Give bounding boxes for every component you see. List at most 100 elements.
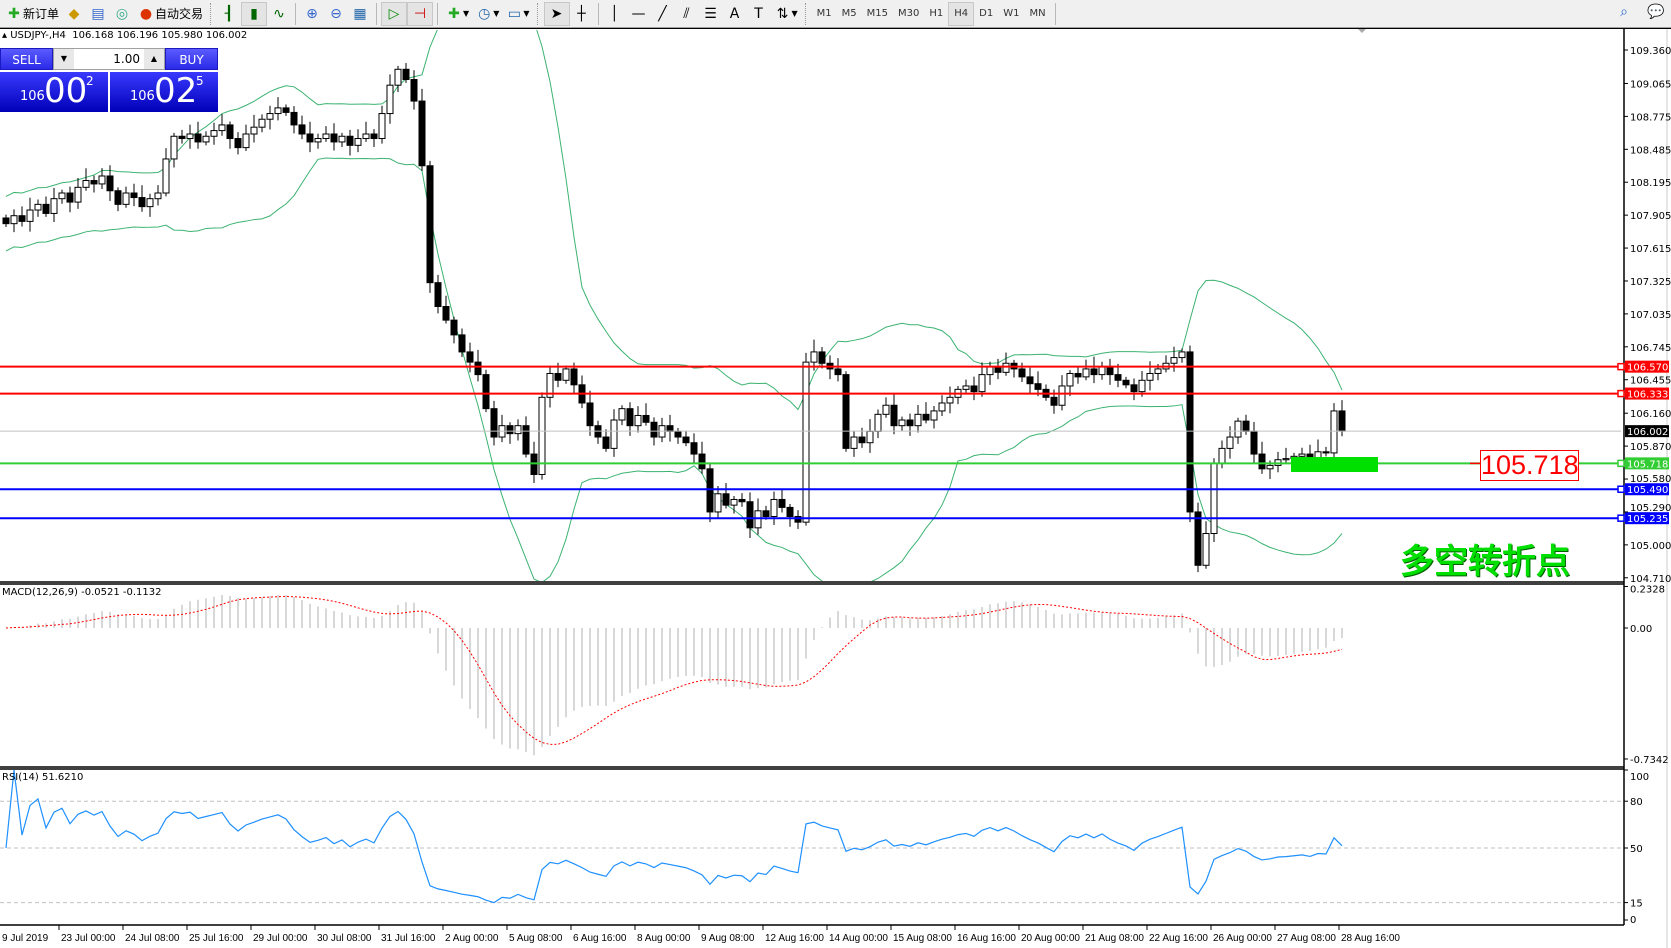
bid-price-box[interactable]: 106 00 2 [0, 72, 108, 112]
chat-icon[interactable]: 💬 [1647, 4, 1665, 20]
buy-button[interactable]: BUY [165, 48, 218, 70]
toolbar-grip[interactable] [536, 2, 540, 25]
bear-candle-body [1250, 430, 1258, 455]
candle [114, 187, 122, 212]
bull-candle-body [386, 84, 394, 115]
timeframe-h1[interactable]: H1 [929, 8, 944, 19]
ask-price-box[interactable]: 106 02 5 [110, 72, 218, 112]
line-chart-button[interactable]: ∿ [267, 2, 291, 26]
bull-candle-body [770, 498, 778, 517]
auto-scroll-button[interactable]: ▷ [381, 1, 408, 26]
candle [562, 365, 570, 384]
tile-icon: ▦ [353, 5, 367, 22]
candle [330, 123, 338, 151]
timeframe-mn[interactable]: MN [1029, 8, 1046, 19]
candle [1210, 458, 1218, 543]
candle [242, 124, 250, 152]
fibonacci-button[interactable]: ☰ [699, 2, 723, 26]
timeframe-h4[interactable]: H4 [948, 1, 975, 26]
bear-candle-body [306, 133, 314, 143]
candle [274, 97, 282, 121]
candlestick-chart-button[interactable]: ▮ [241, 1, 268, 26]
bull-candle-body [1266, 464, 1274, 470]
timeframe-w1[interactable]: W1 [1003, 8, 1020, 19]
horizontal-line-button[interactable]: — [627, 2, 651, 26]
bear-candle-body [346, 135, 354, 146]
bear-candle-body [1130, 384, 1138, 393]
time-axis-label: 27 Aug 08:00 [1277, 933, 1336, 944]
bull-candle-body [218, 124, 226, 132]
signals-button[interactable]: ◎ [110, 2, 134, 26]
lot-decrease-icon[interactable]: ▼ [54, 49, 74, 69]
chart-shift-icon: ⊣ [413, 5, 427, 22]
candle [418, 88, 426, 171]
price-axis-label: 109.065 [1630, 79, 1671, 90]
auto-scroll-icon: ▷ [388, 5, 400, 22]
crosshair-button[interactable]: ┼ [570, 2, 594, 26]
bear-candle-body [698, 453, 706, 470]
price-axis-label: 107.615 [1630, 244, 1671, 255]
toolbar-grip[interactable] [210, 2, 213, 25]
timeframe-m30[interactable]: M30 [898, 8, 920, 19]
chart-shift-button[interactable]: ⊣ [407, 1, 434, 26]
zoom-in-button[interactable]: ⊕ [300, 2, 324, 26]
candle [1066, 370, 1074, 397]
pivot-zone-rectangle[interactable] [1291, 457, 1378, 472]
macd-axis-label: 0.2328 [1630, 584, 1665, 595]
bear-candle-body [602, 436, 610, 449]
cursor-button[interactable]: ➤ [543, 1, 570, 26]
timeframe-m5[interactable]: M5 [841, 8, 857, 19]
toolbar-grip[interactable] [804, 2, 808, 25]
bear-candle-body [794, 515, 802, 523]
bull-candle-body [850, 436, 858, 449]
arrows-button[interactable]: ⇅ ▼ [771, 2, 801, 26]
candle [122, 186, 130, 208]
zoom-out-button[interactable]: ⊖ [324, 2, 348, 26]
pivot-text-annotation[interactable]: 多空转折点 [1400, 542, 1570, 582]
bear-candle-body [1050, 396, 1058, 406]
time-axis-label: 16 Aug 16:00 [957, 933, 1016, 944]
bull-candle-body [314, 138, 322, 143]
text-label-button[interactable]: T [747, 2, 771, 26]
fibonacci-icon: ☰ [704, 5, 717, 22]
auto-trading-button[interactable]: ● 自动交易 [134, 2, 206, 26]
history-button[interactable]: ▤ [86, 2, 110, 26]
text-button[interactable]: A [723, 2, 747, 26]
trendline-icon: ╱ [658, 5, 667, 22]
indicators-button[interactable]: ✚ ▼ [442, 2, 472, 26]
timeframe-m15[interactable]: M15 [866, 8, 889, 19]
macd-axis-label: 0.00 [1630, 624, 1652, 635]
bear-candle-body [482, 374, 490, 410]
equidistant-channel-button[interactable]: ⫽ [675, 2, 699, 26]
lot-size-value[interactable]: 1.00 [113, 52, 140, 66]
timeframe-m1[interactable]: M1 [816, 8, 832, 19]
chart-shift-marker [1358, 29, 1366, 33]
bar-chart-button[interactable]: ┨ [217, 2, 241, 26]
pivot-price-label[interactable]: 105.718 [1480, 450, 1579, 481]
price-tag-bg [1625, 457, 1669, 470]
candle [570, 362, 578, 394]
lot-size-field[interactable]: ▼ 1.00 ▲ [53, 48, 165, 70]
sell-button[interactable]: SELL [0, 48, 53, 70]
line-handle [1617, 514, 1625, 522]
bull-candle-body [146, 198, 154, 208]
search-icon[interactable]: ⌕ [1620, 4, 1628, 20]
bull-candle-body [962, 385, 970, 390]
bear-candle-body [402, 68, 410, 81]
bear-candle-body [858, 436, 866, 444]
bull-candle-body [1146, 372, 1154, 381]
price-tag: 105.718 [1627, 459, 1668, 470]
trendline-button[interactable]: ╱ [651, 2, 675, 26]
new-order-button[interactable]: ✚ 新订单 [2, 2, 62, 26]
bear-candle-body [282, 107, 290, 113]
lot-increase-icon[interactable]: ▲ [144, 49, 164, 69]
vertical-line-button[interactable]: │ [603, 2, 627, 26]
templates-button[interactable]: ▭ ▼ [502, 2, 532, 26]
timeframe-d1[interactable]: D1 [979, 8, 994, 19]
tile-windows-button[interactable]: ▦ [348, 2, 372, 26]
periods-button[interactable]: ◷ ▼ [472, 2, 502, 26]
gold-button[interactable]: ◆ [62, 2, 86, 26]
candle [138, 185, 146, 212]
bear-candle-body [450, 319, 458, 336]
